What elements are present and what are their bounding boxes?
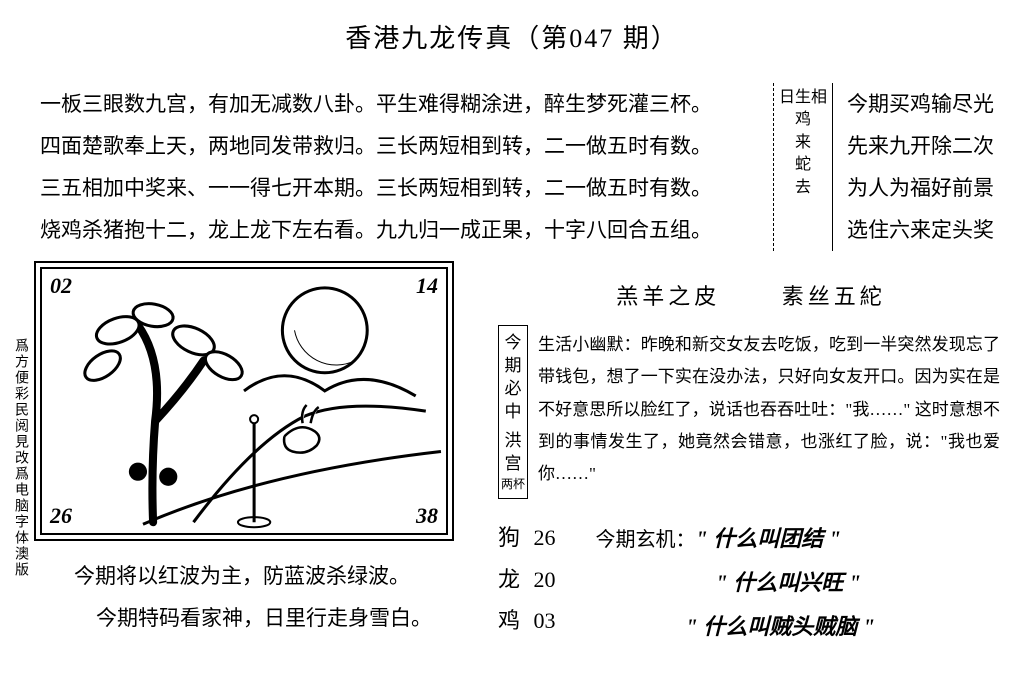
vert-char: 洪 bbox=[501, 430, 525, 453]
zodiac-num: 26 bbox=[534, 525, 556, 550]
right-item: 为人为福好前景 bbox=[847, 167, 994, 209]
mini-item: 来 bbox=[776, 132, 830, 154]
verses-main: 一板三眼数九宫，有加无减数八卦。平生难得糊涂进，醉生梦死灌三杯。 四面楚歌奉上天… bbox=[40, 83, 773, 251]
xuanji-line: 今期玄机：" 什么叫团结 " bbox=[596, 517, 875, 561]
zodiac-list: 狗 26 龙 20 鸡 03 bbox=[498, 517, 596, 642]
mini-item: 蛇 bbox=[776, 154, 830, 176]
vert-char: 宫 bbox=[501, 453, 525, 476]
idioms-row: 羔羊之皮 素丝五紽 bbox=[498, 261, 1004, 325]
xuanji-label: 今期玄机： bbox=[596, 529, 696, 551]
issue-number: 047 bbox=[569, 24, 614, 53]
idiom-1: 羔羊之皮 bbox=[616, 284, 720, 309]
zodiac-row: 狗 26 bbox=[498, 517, 556, 559]
right-zone: 羔羊之皮 素丝五紽 今 期 必 中 洪 宫 两杯 生活小幽默：昨晚和新交女友去吃… bbox=[468, 261, 1024, 649]
corner-tl: 02 bbox=[50, 273, 72, 299]
vert-char: 今 bbox=[501, 332, 525, 355]
corner-br: 38 bbox=[416, 503, 438, 529]
verse-line: 烧鸡杀猪抱十二，龙上龙下左右看。九九归一成正果，十字八回合五组。 bbox=[40, 209, 773, 251]
right-item: 先来九开除二次 bbox=[847, 125, 994, 167]
story-body: 生活小幽默：昨晚和新交女友去吃饭，吃到一半突然发现忘了带钱包，想了一下实在没办法… bbox=[528, 325, 1004, 499]
title-prefix: 香港九龙传真（第 bbox=[345, 24, 569, 53]
zodiac-label: 龙 bbox=[498, 559, 528, 601]
top-block: 一板三眼数九宫，有加无减数八卦。平生难得糊涂进，醉生梦死灌三杯。 四面楚歌奉上天… bbox=[40, 83, 994, 251]
xuanji-text: " 什么叫兴旺 " bbox=[596, 561, 875, 605]
xuanji-text: " 什么叫贼头贼脑 " bbox=[596, 605, 875, 649]
zodiac-label: 狗 bbox=[498, 517, 528, 559]
zodiac-row: 龙 20 bbox=[498, 559, 556, 601]
story-vertical-label: 今 期 必 中 洪 宫 两杯 bbox=[498, 325, 528, 499]
xuanji-block: 今期玄机：" 什么叫团结 " " 什么叫兴旺 " " 什么叫贼头贼脑 " bbox=[596, 517, 875, 649]
corner-tr: 14 bbox=[416, 273, 438, 299]
side-vertical-text: 爲方便彩民阅見改爲电脑字体澳版 bbox=[0, 261, 28, 649]
zodiac-num: 03 bbox=[534, 608, 556, 633]
verse-line: 三五相加中奖来、一一得七开本期。三长两短相到转，二一做五时有数。 bbox=[40, 167, 773, 209]
mini-item: 鸡 bbox=[776, 109, 830, 131]
zodiac-label: 鸡 bbox=[498, 600, 528, 642]
vert-char: 期 bbox=[501, 355, 525, 378]
caption-line: 今期特码看家神，日里行走身雪白。 bbox=[74, 597, 468, 639]
title-suffix: 期） bbox=[614, 24, 679, 53]
idiom-2: 素丝五紽 bbox=[782, 284, 886, 309]
caption-line: 今期将以红波为主，防蓝波杀绿波。 bbox=[74, 555, 468, 597]
zodiac-row: 鸡 03 bbox=[498, 600, 556, 642]
story-row: 今 期 必 中 洪 宫 两杯 生活小幽默：昨晚和新交女友去吃饭，吃到一半突然发现… bbox=[498, 325, 1004, 499]
vert-char: 中 bbox=[501, 401, 525, 424]
picture-caption: 今期将以红波为主，防蓝波杀绿波。 今期特码看家神，日里行走身雪白。 bbox=[34, 555, 468, 639]
scene-svg bbox=[42, 269, 446, 533]
xuanji-text: " 什么叫团结 " bbox=[696, 526, 841, 551]
mini-item: 去 bbox=[776, 177, 830, 199]
page-title: 香港九龙传真（第047 期） bbox=[0, 0, 1024, 65]
lower-section: 爲方便彩民阅見改爲电脑字体澳版 02 14 26 38 bbox=[0, 261, 1024, 649]
picture-zone: 02 14 26 38 bbox=[28, 261, 468, 649]
zodiac-num: 20 bbox=[534, 567, 556, 592]
verse-line: 四面楚歌奉上天，两地同发带救归。三长两短相到转，二一做五时有数。 bbox=[40, 125, 773, 167]
mini-item: 日生相 bbox=[776, 87, 830, 109]
corner-bl: 26 bbox=[50, 503, 72, 529]
right-item: 选住六来定头奖 bbox=[847, 209, 994, 251]
vert-char: 必 bbox=[501, 378, 525, 401]
bottom-row: 狗 26 龙 20 鸡 03 今期玄机：" 什么叫团结 " " 什么叫兴旺 " … bbox=[498, 517, 1004, 649]
verse-line: 一板三眼数九宫，有加无减数八卦。平生难得糊涂进，醉生梦死灌三杯。 bbox=[40, 83, 773, 125]
right-list: 今期买鸡输尽光 先来九开除二次 为人为福好前景 选住六来定头奖 bbox=[833, 83, 994, 251]
illustration: 02 14 26 38 bbox=[40, 267, 448, 535]
right-item: 今期买鸡输尽光 bbox=[847, 83, 994, 125]
illustration-frame: 02 14 26 38 bbox=[34, 261, 454, 541]
mini-column: 日生相 鸡 来 蛇 去 bbox=[773, 83, 833, 251]
vert-char: 两杯 bbox=[501, 476, 525, 492]
